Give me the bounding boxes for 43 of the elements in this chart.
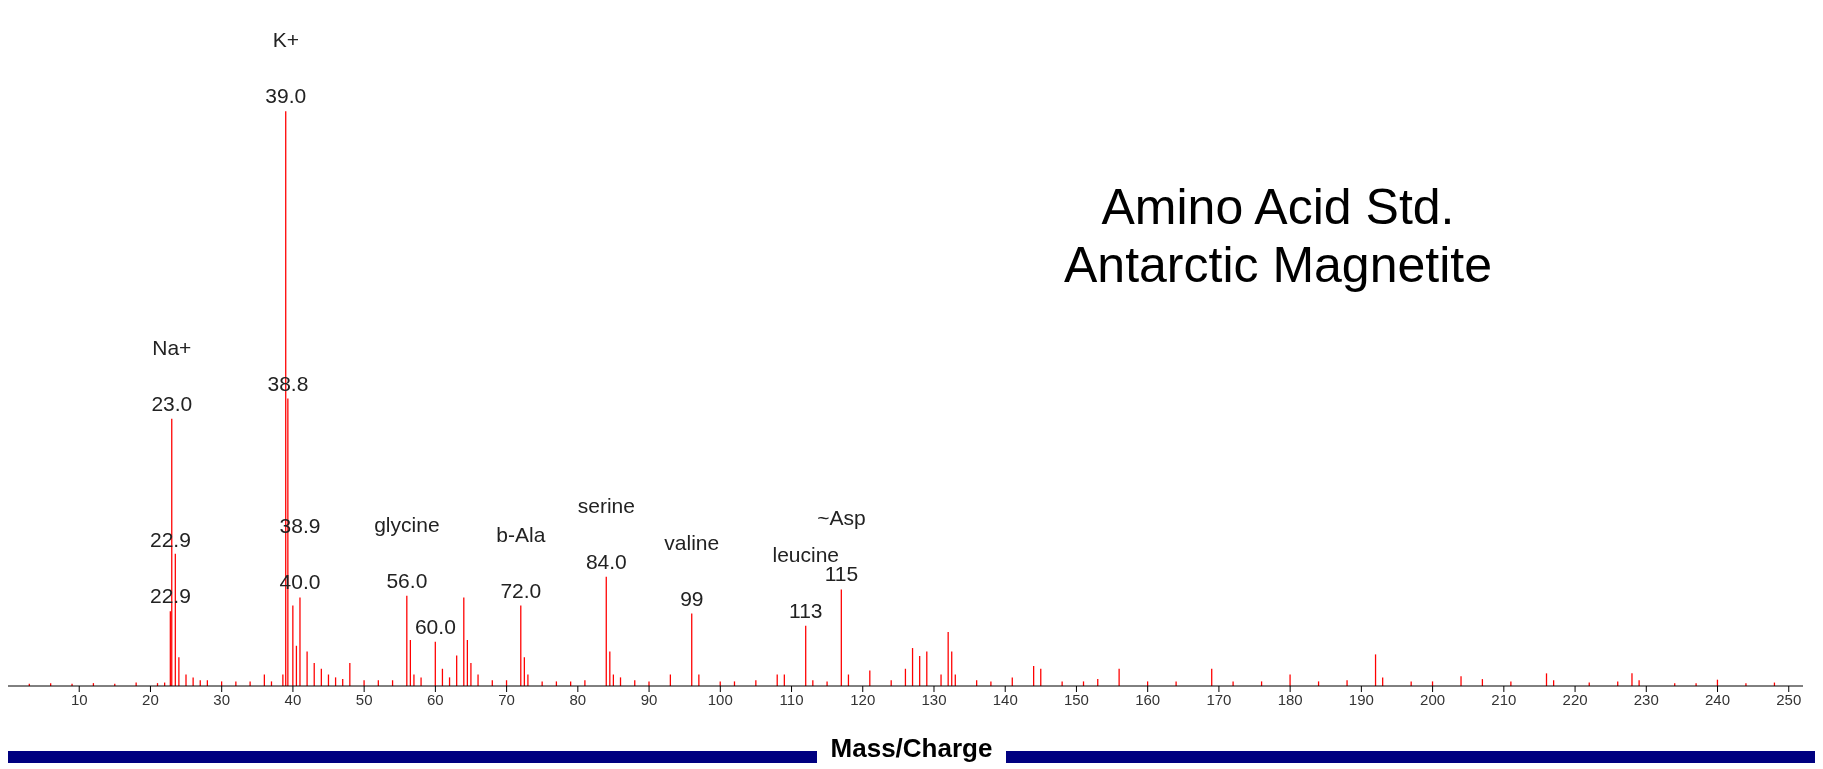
annotation: 99 bbox=[680, 586, 704, 610]
annotation: 72.0 bbox=[500, 578, 542, 602]
x-tick-label: 250 bbox=[1776, 690, 1802, 708]
annotation: K+ bbox=[272, 28, 299, 52]
x-tick-label: 90 bbox=[640, 690, 658, 708]
x-tick-label: 220 bbox=[1562, 690, 1588, 708]
x-tick-label: 50 bbox=[355, 690, 373, 708]
annotation: 56.0 bbox=[386, 568, 428, 592]
annotation: 113 bbox=[789, 598, 823, 622]
annotation: 23.0 bbox=[151, 391, 193, 415]
x-tick-label: 120 bbox=[850, 690, 876, 708]
x-tick-label: 140 bbox=[992, 690, 1018, 708]
text: Antarctic Magnetite bbox=[1063, 236, 1493, 294]
x-tick-label: 70 bbox=[498, 690, 515, 708]
annotation: b-Ala bbox=[496, 522, 546, 546]
x-tick-label: 60 bbox=[427, 690, 444, 708]
x-tick-label: 80 bbox=[569, 690, 587, 708]
annotation: 84.0 bbox=[585, 549, 627, 573]
x-tick-label: 130 bbox=[921, 690, 947, 708]
x-tick-label: 210 bbox=[1491, 690, 1517, 708]
annotation: glycine bbox=[374, 512, 440, 536]
x-tick-label: 200 bbox=[1420, 690, 1446, 708]
x-tick-label: 160 bbox=[1135, 690, 1161, 708]
x-tick-label: 190 bbox=[1348, 690, 1374, 708]
annotation: serine bbox=[577, 493, 635, 517]
annotation: 60.0 bbox=[414, 614, 456, 638]
x-tick-label: 30 bbox=[213, 690, 231, 708]
x-tick-label: 150 bbox=[1063, 690, 1089, 708]
x-tick-label: 230 bbox=[1633, 690, 1659, 708]
annotation: ~Asp bbox=[817, 506, 866, 530]
x-axis-title: Mass/Charge bbox=[829, 733, 994, 763]
x-tick-label: 170 bbox=[1206, 690, 1232, 708]
x-tick-label: 180 bbox=[1277, 690, 1303, 708]
annotation: valine bbox=[664, 530, 720, 554]
x-tick-label: 40 bbox=[284, 690, 302, 708]
x-tick-label: 100 bbox=[707, 690, 733, 708]
x-tick-label: 240 bbox=[1705, 690, 1731, 708]
x-tick-label: 10 bbox=[70, 690, 88, 708]
annotation: 39.0 bbox=[265, 84, 307, 108]
annotation: Na+ bbox=[152, 335, 192, 359]
text: Amino Acid Std. bbox=[1100, 178, 1456, 236]
x-tick-label: 20 bbox=[142, 690, 159, 708]
x-tick-label: 110 bbox=[779, 690, 804, 708]
